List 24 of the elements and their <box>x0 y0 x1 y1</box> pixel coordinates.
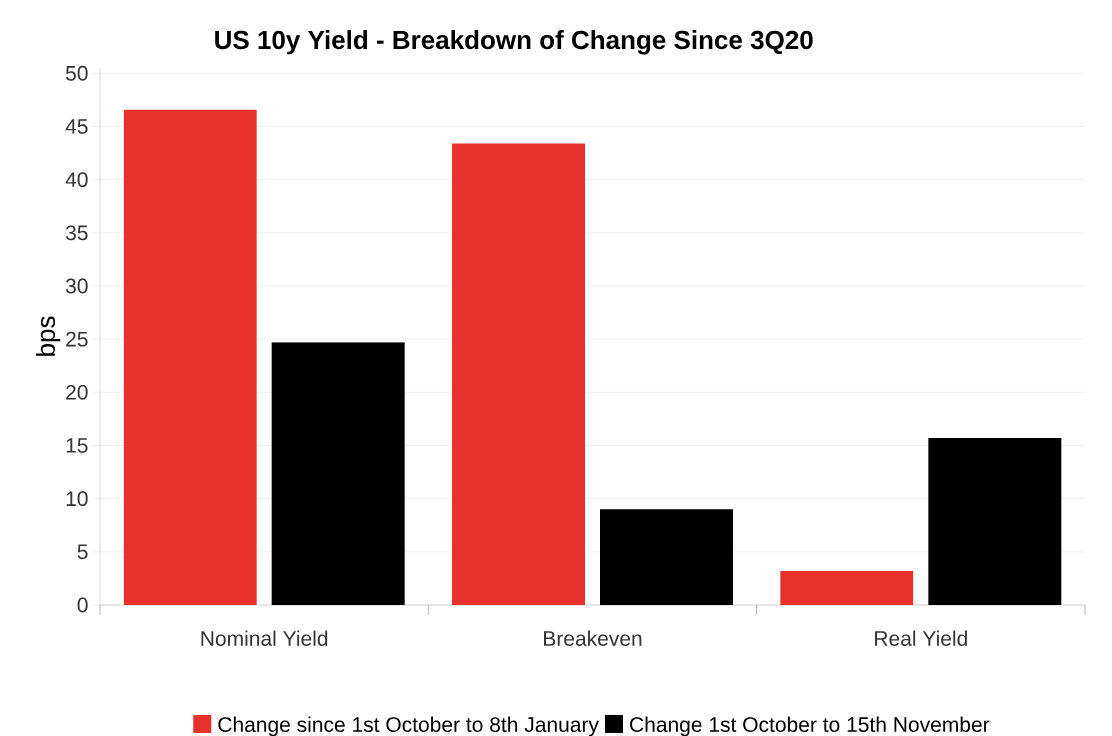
y-tick-label: 10 <box>66 491 88 507</box>
y-tick-label: 25 <box>66 331 88 347</box>
y-tick-label: 45 <box>65 119 88 134</box>
x-tick-label: Breakeven <box>544 630 642 646</box>
chart-title: US 10y Yield - Breakdown of Change Since 3Q20 <box>215 30 813 55</box>
y-tick-label: 50 <box>65 65 88 81</box>
bar <box>780 570 914 605</box>
legend-label: Change since 1st October to 8th January <box>218 716 599 736</box>
x-tick-label: Real Yield <box>875 630 967 646</box>
bar <box>123 109 257 605</box>
legend-label: Change 1st October to 15th November <box>630 716 990 736</box>
y-tick-label: 40 <box>65 172 88 188</box>
bar <box>928 438 1062 605</box>
y-tick-label: 5 <box>77 544 88 560</box>
bar <box>271 342 405 605</box>
y-tick-label: 35 <box>65 225 88 241</box>
y-tick-label: 15 <box>66 438 88 453</box>
y-tick-label: 0 <box>77 597 88 613</box>
y-tick-label: 30 <box>65 278 88 294</box>
bar <box>452 143 585 605</box>
y-tick-label: 20 <box>66 384 88 400</box>
y-axis-title: bps <box>36 316 61 356</box>
x-tick-label: Nominal Yield <box>201 630 328 646</box>
bar <box>600 509 733 605</box>
